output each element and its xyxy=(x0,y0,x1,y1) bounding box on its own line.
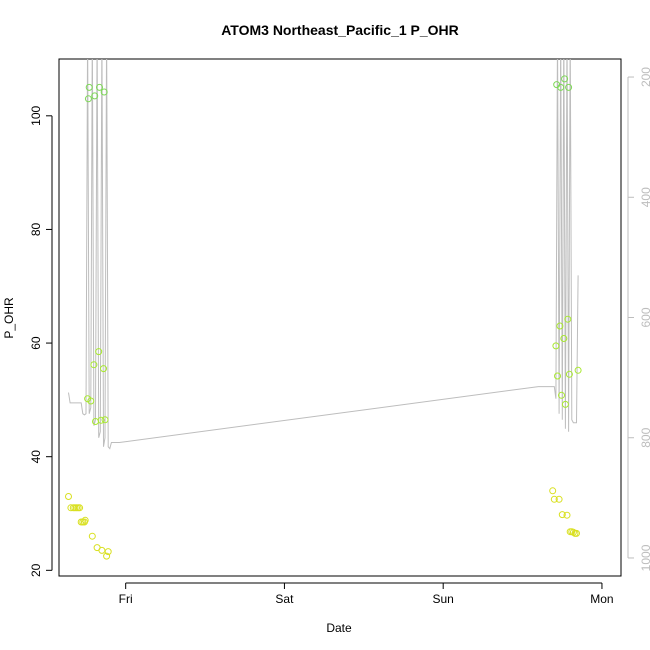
data-point xyxy=(565,83,573,91)
data-point xyxy=(563,511,571,519)
data-point xyxy=(95,348,103,356)
x-tick-label: Fri xyxy=(119,592,133,606)
data-point xyxy=(81,516,89,524)
data-point xyxy=(569,528,577,536)
x-tick-label: Sun xyxy=(433,592,454,606)
data-point xyxy=(88,532,96,540)
data-point xyxy=(556,322,564,330)
data-point xyxy=(87,397,95,405)
data-point xyxy=(85,83,93,91)
y-tick-label: 40 xyxy=(29,450,43,464)
line-series xyxy=(68,59,579,450)
data-point xyxy=(573,529,580,537)
data-point xyxy=(103,552,111,560)
y2-tick-label: 1000 xyxy=(639,544,650,571)
data-point xyxy=(101,416,109,424)
y-tick-label: 20 xyxy=(29,563,43,577)
data-point xyxy=(76,504,84,512)
data-point xyxy=(561,75,569,83)
data-point xyxy=(565,370,573,378)
x-axis-label: Date xyxy=(326,621,352,635)
y2-tick-label: 800 xyxy=(639,427,650,447)
y-axis: 20 40 60 80 100 xyxy=(29,105,53,577)
data-point xyxy=(558,511,566,519)
plot-frame xyxy=(58,58,622,577)
data-point xyxy=(560,335,568,342)
y2-tick-label: 400 xyxy=(639,187,650,207)
data-point xyxy=(552,342,560,350)
data-point xyxy=(65,493,72,500)
data-point xyxy=(84,95,92,103)
y2-tick-label: 600 xyxy=(639,307,650,327)
x-axis: Fri Sat Sun Mon xyxy=(119,582,614,606)
y-axis-label: P_OHR xyxy=(2,297,16,339)
y-tick-label: 80 xyxy=(29,222,43,236)
point-series xyxy=(65,75,582,560)
x-tick-label: Sat xyxy=(275,592,294,606)
data-point xyxy=(91,92,99,100)
y-tick-label: 60 xyxy=(29,336,43,350)
data-point xyxy=(100,365,107,373)
data-point xyxy=(549,487,557,495)
data-point xyxy=(558,391,565,399)
data-point xyxy=(564,315,572,323)
chart-title: ATOM3 Northeast_Pacific_1 P_OHR xyxy=(221,22,459,38)
data-point xyxy=(555,495,563,503)
y2-tick-label: 200 xyxy=(639,67,650,87)
y-tick-label: 100 xyxy=(29,105,43,125)
data-point xyxy=(574,366,582,374)
series-line xyxy=(68,59,579,450)
data-point xyxy=(557,83,565,91)
data-point xyxy=(104,548,112,556)
data-point xyxy=(96,83,103,91)
data-point xyxy=(561,400,569,408)
secondary-y-axis: 200 400 600 800 1000 xyxy=(627,67,650,571)
data-point xyxy=(97,416,105,424)
data-point xyxy=(98,546,106,554)
data-point xyxy=(554,372,561,380)
data-point xyxy=(90,361,98,369)
data-point xyxy=(100,88,108,96)
x-tick-label: Mon xyxy=(590,592,613,606)
data-point xyxy=(550,495,558,503)
